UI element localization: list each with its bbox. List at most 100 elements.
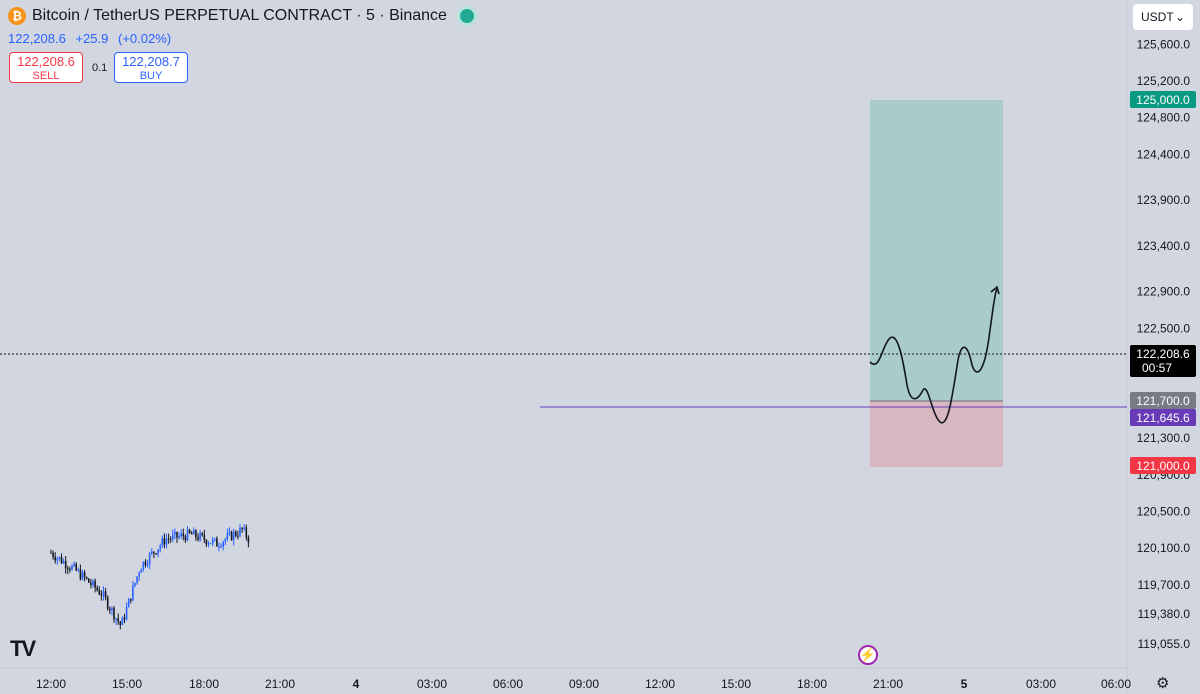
candle-body: [182, 533, 185, 537]
y-tick-label: 119,700.0: [1138, 578, 1191, 592]
last-price-tag: 122,208.6 00:57: [1130, 345, 1196, 377]
symbol-title[interactable]: Bitcoin / TetherUS PERPETUAL CONTRACT · …: [32, 7, 447, 24]
candle-body: [62, 561, 65, 564]
x-tick-label: 12:00: [36, 677, 66, 691]
candle-body: [54, 557, 56, 561]
target-tag: 125,000.0: [1130, 91, 1196, 108]
candle-body: [75, 563, 77, 571]
y-axis-ticks: 125,600.0 125,200.0 124,800.0 124,400.0 123,…: [1137, 37, 1191, 651]
candle-body: [90, 582, 92, 585]
projected-path[interactable]: [869, 287, 998, 424]
x-tick-label: 18:00: [189, 677, 219, 691]
stop-zone[interactable]: [870, 401, 1003, 467]
candle-body: [180, 533, 182, 536]
candle-body: [207, 543, 210, 545]
x-tick-label: 03:00: [417, 677, 447, 691]
countdown-label: 00:57: [1142, 361, 1172, 375]
candle-body: [121, 617, 124, 625]
y-tick-label: 119,055.0: [1138, 637, 1191, 651]
candle-body: [96, 587, 98, 591]
candle-body: [228, 531, 231, 534]
y-tick-label: 122,900.0: [1137, 285, 1191, 299]
candle-body: [56, 558, 59, 561]
gear-icon[interactable]: ⚙: [1156, 675, 1170, 692]
support-price-label: 121,645.6: [1136, 411, 1190, 425]
currency-selector[interactable]: USDT ⌄: [1133, 4, 1193, 30]
candle-body: [130, 598, 132, 601]
x-tick-label: 15:00: [721, 677, 751, 691]
price-change-value: +25.9: [75, 31, 109, 46]
candle-body: [163, 538, 166, 545]
y-tick-label: 125,200.0: [1137, 74, 1191, 88]
candle-body: [146, 563, 149, 566]
y-tick-label: 123,400.0: [1137, 239, 1191, 253]
x-tick-label: 06:00: [1101, 677, 1131, 691]
y-tick-label: 121,300.0: [1137, 431, 1191, 445]
candle-body: [73, 563, 75, 566]
candle-body: [220, 546, 222, 548]
y-tick-label: 120,100.0: [1137, 541, 1191, 555]
candle-body: [81, 572, 84, 580]
candle-body: [151, 551, 153, 554]
sell-price: 122,208.6: [17, 54, 75, 69]
target-zone[interactable]: [870, 100, 1003, 401]
candle-body: [226, 533, 229, 540]
bitcoin-icon: ₿: [8, 7, 26, 25]
market-status-icon[interactable]: [456, 6, 477, 26]
buy-button[interactable]: 122,208.7 BUY: [114, 52, 188, 83]
candle-body: [60, 557, 63, 564]
buy-price: 122,208.7: [122, 54, 180, 69]
candle-body: [218, 546, 220, 548]
candle-body: [119, 621, 122, 625]
candle-body: [193, 530, 195, 535]
candle-body: [115, 618, 117, 620]
y-tick-label: 125,600.0: [1137, 37, 1191, 51]
sell-label: SELL: [32, 70, 60, 82]
candle-body: [88, 578, 90, 583]
candle-body: [140, 569, 143, 573]
candle-body: [232, 531, 235, 541]
candle-body: [235, 531, 237, 536]
candle-body: [134, 582, 136, 586]
candle-body: [102, 591, 105, 596]
candle-body: [209, 543, 212, 545]
candle-body: [142, 561, 145, 570]
y-tick-label: 120,500.0: [1137, 505, 1191, 519]
arrow-head-icon: [990, 285, 1000, 295]
candle-body: [167, 538, 170, 540]
candle-body: [109, 608, 111, 611]
sell-button[interactable]: 122,208.6 SELL: [9, 52, 83, 83]
price-change-percent: (+0.02%): [118, 31, 172, 46]
candle-body: [188, 529, 191, 533]
candle-body: [98, 590, 101, 595]
candle-body: [106, 597, 109, 609]
last-price-value: 122,208.6: [8, 31, 66, 46]
x-tick-label: 09:00: [569, 677, 599, 691]
candle-body: [94, 580, 96, 588]
stop-price-label: 121,000.0: [1136, 459, 1190, 473]
candle-body: [50, 552, 52, 554]
x-axis-ticks: 12:00 15:00 18:00 21:00 4 03:00 06:00 09:00 12:0…: [36, 677, 1131, 691]
entry-tag: 121,700.0: [1130, 392, 1196, 409]
x-tick-label: 18:00: [797, 677, 827, 691]
lightning-icon[interactable]: ⚡: [858, 645, 878, 665]
x-tick-label: 03:00: [1026, 677, 1056, 691]
candle-body: [186, 529, 189, 541]
candle-body: [247, 537, 250, 543]
candle-body: [197, 537, 199, 540]
candle-body: [169, 538, 172, 540]
candle-body: [100, 594, 103, 596]
spread-value: 0.1: [92, 62, 108, 74]
y-tick-label: 123,900.0: [1137, 193, 1191, 207]
candle-body: [199, 533, 201, 540]
candle-body: [71, 565, 73, 570]
candle-body: [159, 545, 161, 550]
candle-body: [205, 540, 208, 545]
x-tick-label: 4: [353, 677, 360, 691]
candle-body: [178, 535, 180, 538]
candle-body: [184, 536, 187, 541]
candle-body: [127, 598, 130, 608]
chart-header: ₿ Bitcoin / TetherUS PERPETUAL CONTRACT …: [8, 6, 477, 26]
tradingview-logo[interactable]: TV: [10, 636, 36, 661]
